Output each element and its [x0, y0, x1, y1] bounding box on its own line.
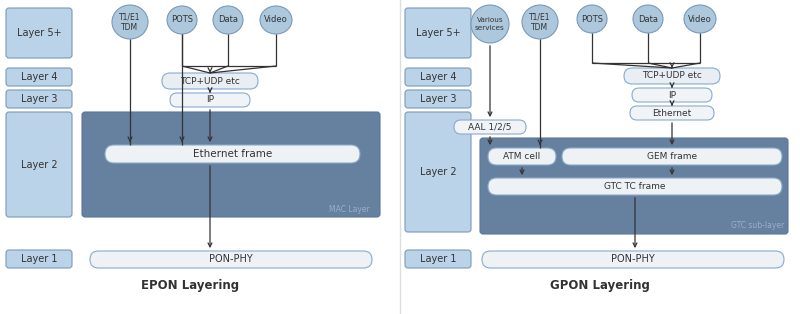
Text: TCP+UDP etc: TCP+UDP etc — [642, 72, 702, 80]
FancyBboxPatch shape — [90, 251, 372, 268]
Text: Ethernet frame: Ethernet frame — [193, 149, 272, 159]
Text: PON-PHY: PON-PHY — [611, 255, 655, 264]
Text: T1/E1
TDM: T1/E1 TDM — [119, 12, 141, 32]
FancyBboxPatch shape — [162, 73, 258, 89]
Text: GTC sub-layer: GTC sub-layer — [730, 221, 784, 230]
Text: Layer 2: Layer 2 — [420, 167, 456, 177]
Text: AAL 1/2/5: AAL 1/2/5 — [468, 122, 512, 132]
Text: Layer 2: Layer 2 — [21, 160, 58, 170]
FancyBboxPatch shape — [405, 68, 471, 86]
FancyBboxPatch shape — [6, 68, 72, 86]
Text: Layer 5+: Layer 5+ — [416, 28, 460, 38]
Text: Layer 4: Layer 4 — [21, 72, 58, 82]
FancyBboxPatch shape — [562, 148, 782, 165]
Text: Layer 1: Layer 1 — [21, 254, 58, 264]
FancyBboxPatch shape — [632, 88, 712, 102]
Text: Video: Video — [688, 14, 712, 24]
FancyBboxPatch shape — [170, 93, 250, 107]
Text: EPON Layering: EPON Layering — [141, 279, 239, 291]
Text: MAC Layer: MAC Layer — [330, 204, 370, 214]
FancyBboxPatch shape — [6, 250, 72, 268]
Text: Data: Data — [218, 15, 238, 24]
FancyBboxPatch shape — [624, 68, 720, 84]
Ellipse shape — [260, 6, 292, 34]
Text: Video: Video — [264, 15, 288, 24]
Text: Ethernet: Ethernet — [652, 109, 692, 117]
Text: IP: IP — [668, 90, 676, 100]
Text: T1/E1
TDM: T1/E1 TDM — [530, 12, 550, 32]
FancyBboxPatch shape — [405, 250, 471, 268]
Ellipse shape — [471, 5, 509, 43]
Text: Data: Data — [638, 14, 658, 24]
Text: Layer 3: Layer 3 — [21, 94, 58, 104]
FancyBboxPatch shape — [6, 112, 72, 217]
Text: POTS: POTS — [171, 15, 193, 24]
Ellipse shape — [577, 5, 607, 33]
Text: Layer 1: Layer 1 — [420, 254, 456, 264]
Text: GEM frame: GEM frame — [647, 152, 697, 161]
Text: Layer 4: Layer 4 — [420, 72, 456, 82]
FancyBboxPatch shape — [488, 148, 556, 165]
Text: Layer 5+: Layer 5+ — [17, 28, 62, 38]
Text: PON-PHY: PON-PHY — [209, 255, 253, 264]
Text: POTS: POTS — [581, 14, 603, 24]
Text: GPON Layering: GPON Layering — [550, 279, 650, 291]
Ellipse shape — [633, 5, 663, 33]
FancyBboxPatch shape — [480, 138, 788, 234]
FancyBboxPatch shape — [630, 106, 714, 120]
Ellipse shape — [684, 5, 716, 33]
FancyBboxPatch shape — [405, 8, 471, 58]
FancyBboxPatch shape — [6, 8, 72, 58]
FancyBboxPatch shape — [82, 112, 380, 217]
FancyBboxPatch shape — [482, 251, 784, 268]
Ellipse shape — [213, 6, 243, 34]
Ellipse shape — [522, 5, 558, 39]
FancyBboxPatch shape — [105, 145, 360, 163]
Ellipse shape — [167, 6, 197, 34]
FancyBboxPatch shape — [488, 178, 782, 195]
Text: ATM cell: ATM cell — [503, 152, 541, 161]
Ellipse shape — [112, 5, 148, 39]
Text: GTC TC frame: GTC TC frame — [604, 182, 666, 191]
FancyBboxPatch shape — [6, 90, 72, 108]
FancyBboxPatch shape — [454, 120, 526, 134]
FancyBboxPatch shape — [405, 90, 471, 108]
Text: IP: IP — [206, 95, 214, 105]
Text: Layer 3: Layer 3 — [420, 94, 456, 104]
FancyBboxPatch shape — [405, 112, 471, 232]
Text: Various
services: Various services — [475, 18, 505, 30]
Text: TCP+UDP etc: TCP+UDP etc — [180, 77, 240, 85]
